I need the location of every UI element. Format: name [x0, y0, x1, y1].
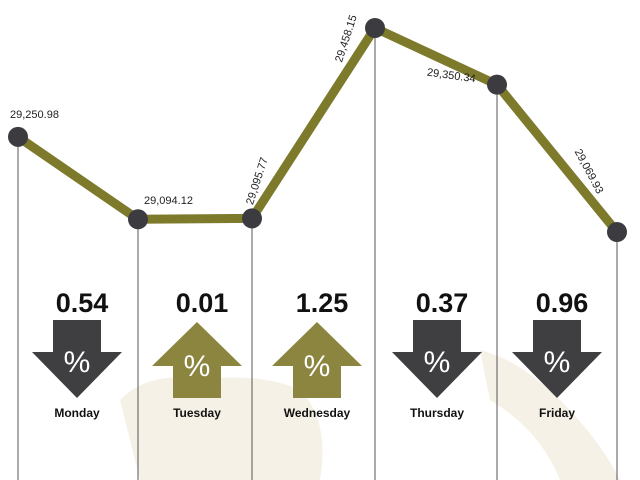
- background-shape: [120, 377, 323, 480]
- change-value: 1.25: [296, 288, 349, 318]
- day-label: Tuesday: [173, 406, 221, 420]
- point: [607, 222, 627, 242]
- day-label: Monday: [54, 406, 100, 420]
- point: [365, 18, 385, 38]
- change-value: 0.96: [536, 288, 589, 318]
- percent-symbol: %: [64, 346, 91, 379]
- change-value: 0.54: [56, 288, 109, 318]
- percent-symbol: %: [544, 346, 571, 379]
- arrow-down: [32, 320, 122, 398]
- arrow-up: [152, 322, 242, 398]
- arrow-down: [512, 320, 602, 398]
- arrow-down: [392, 320, 482, 398]
- line: [15, 23, 621, 235]
- percent-symbol: %: [304, 350, 331, 383]
- day-label: Thursday: [410, 406, 464, 420]
- change-value: 0.37: [416, 288, 469, 318]
- arrow-up: [272, 322, 362, 398]
- point: [487, 74, 507, 95]
- point: [8, 126, 28, 147]
- change-value: 0.01: [176, 288, 229, 318]
- value-label: 29,094.12: [144, 195, 193, 207]
- day-label: Wednesday: [284, 406, 351, 420]
- point: [128, 209, 148, 230]
- background-shape: [480, 350, 620, 480]
- day-label: Friday: [539, 406, 575, 420]
- value-label: 29,250.98: [10, 109, 59, 121]
- percent-symbol: %: [184, 350, 211, 383]
- percent-symbol: %: [424, 346, 451, 379]
- point: [242, 208, 262, 229]
